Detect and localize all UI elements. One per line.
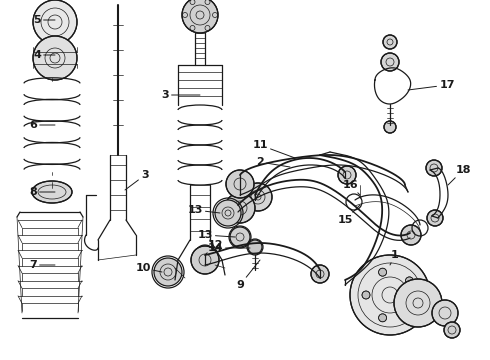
Circle shape [230,227,250,247]
Text: 2: 2 [256,157,290,167]
Circle shape [248,240,262,254]
Text: 3: 3 [161,90,200,100]
Circle shape [394,279,442,327]
Text: 3: 3 [125,170,149,190]
Circle shape [154,258,182,286]
Circle shape [33,0,77,44]
Text: 16: 16 [342,180,360,195]
Circle shape [215,200,241,226]
Text: 17: 17 [408,80,455,90]
Circle shape [427,210,443,226]
Text: 13: 13 [197,230,235,240]
Circle shape [225,193,255,223]
Text: 10: 10 [135,263,162,273]
Circle shape [182,0,218,33]
Text: 15: 15 [337,205,360,225]
Text: 13: 13 [187,205,220,215]
Circle shape [444,322,460,338]
Text: 9: 9 [236,260,260,290]
Circle shape [244,183,272,211]
Circle shape [311,265,329,283]
Circle shape [379,314,387,322]
Circle shape [379,268,387,276]
Text: 6: 6 [29,120,55,130]
Circle shape [383,35,397,49]
Circle shape [381,53,399,71]
Text: 1: 1 [390,250,399,265]
Circle shape [226,170,254,198]
Circle shape [426,160,442,176]
Text: 12: 12 [205,240,223,255]
Circle shape [405,277,414,285]
Text: 14: 14 [207,243,250,253]
Circle shape [432,300,458,326]
Text: 11: 11 [252,140,295,158]
Circle shape [362,291,370,299]
Circle shape [191,246,219,274]
Text: 8: 8 [29,187,55,197]
Text: 7: 7 [29,260,55,270]
Text: 4: 4 [33,50,55,60]
Circle shape [384,121,396,133]
Text: 5: 5 [33,15,55,25]
Circle shape [33,36,77,80]
Circle shape [350,255,430,335]
Circle shape [401,225,421,245]
Circle shape [338,166,356,184]
Circle shape [405,305,414,313]
Text: 18: 18 [448,165,471,185]
Ellipse shape [32,181,72,203]
